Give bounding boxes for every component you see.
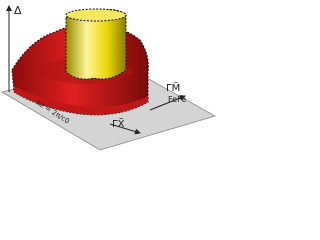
outer-gap-front: [14, 86, 148, 115]
gm-arrow: [149, 95, 186, 111]
inner-gap-surface: [65, 8, 127, 80]
gm-label: ΓM̃: [166, 81, 180, 94]
gx-arrow: [109, 123, 141, 135]
gm-subscript: FeFe: [168, 95, 186, 104]
axis-label: Δ: [14, 4, 22, 17]
gx-label: ΓX̃: [112, 117, 125, 130]
inner-gap-top: [65, 8, 127, 22]
gap-illustration: Δ ΓM̃ FeFe ΓX̃ kz = 2π/c0: [0, 4, 216, 151]
